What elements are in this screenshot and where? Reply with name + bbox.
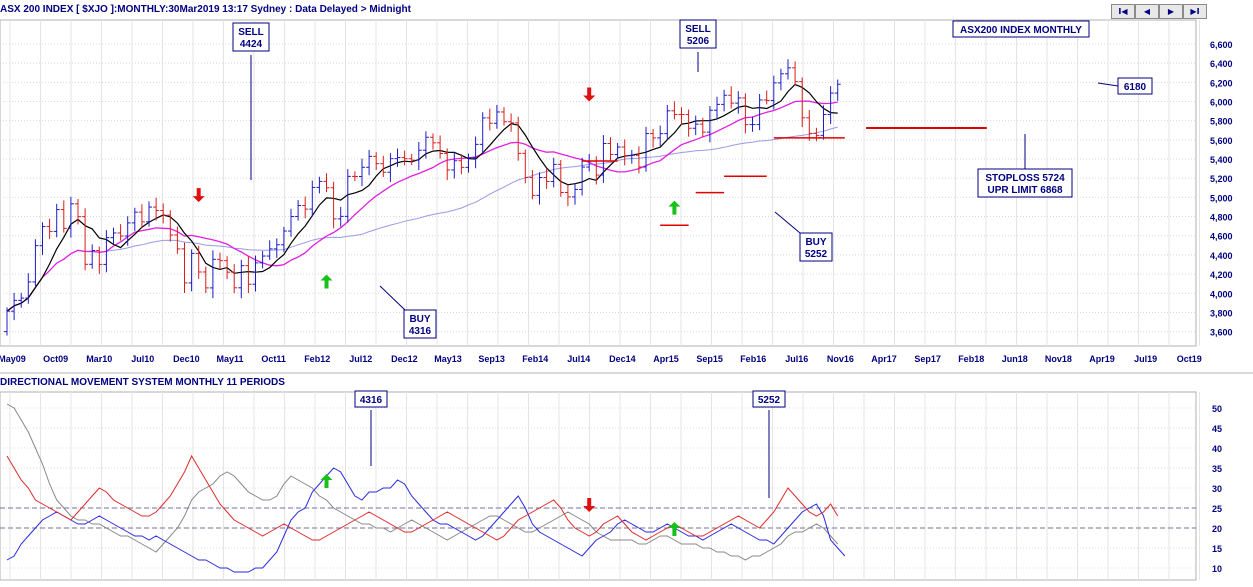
buy-callout-box	[403, 309, 437, 339]
callout-leader	[1097, 82, 1119, 87]
x-tick-label: Oct11	[261, 354, 286, 364]
x-tick-label: Jul16	[785, 354, 808, 364]
callout-leader	[379, 285, 406, 311]
price-y-tick-label: 4,200	[1210, 270, 1233, 280]
buy-callout-text: 5252	[805, 249, 828, 260]
buy-signal-arrow	[668, 522, 681, 536]
last-page-button[interactable]: ▶I	[1183, 4, 1207, 19]
buy-callout-text: 4316	[409, 326, 432, 337]
dmi-y-tick-label: 10	[1212, 564, 1222, 574]
dmi-series-minusdi-line	[6, 454, 839, 541]
price-y-tick-label: 4,600	[1210, 232, 1233, 242]
price-y-tick-label: 4,800	[1210, 213, 1233, 223]
buy-signal-arrow	[320, 474, 333, 488]
stoploss-callout-box	[977, 168, 1073, 198]
stoploss-callout-text: UPR LIMIT 6868	[987, 185, 1062, 196]
dmi-y-tick-label: 25	[1212, 504, 1222, 514]
x-tick-label: Sep13	[478, 354, 505, 364]
x-tick-label: Jul12	[349, 354, 372, 364]
last-price-callout-text: 6180	[1124, 82, 1147, 93]
next-page-button[interactable]: ▶	[1159, 4, 1183, 19]
dmi-y-tick-label: 35	[1212, 464, 1222, 474]
x-tick-label: Dec14	[609, 354, 636, 364]
dmi-y-tick-label: 15	[1212, 544, 1222, 554]
price-y-tick-label: 5,000	[1210, 193, 1233, 203]
dmi-callout-text: 4316	[360, 395, 383, 406]
buy-callout-box	[799, 232, 833, 262]
x-tick-label: Feb16	[740, 354, 766, 364]
dmi-y-tick-label: 30	[1212, 484, 1222, 494]
mid-moving-average-line	[6, 100, 838, 312]
callout-leader	[774, 211, 801, 234]
price-y-tick-label: 5,400	[1210, 155, 1233, 165]
x-tick-label: Feb14	[522, 354, 548, 364]
x-tick-label: Sep17	[914, 354, 941, 364]
x-tick-label: May13	[434, 354, 462, 364]
buy-callout-text: BUY	[805, 237, 826, 248]
first-page-button[interactable]: I◀	[1111, 4, 1135, 19]
dmi-y-tick-label: 40	[1212, 444, 1222, 454]
sell-callout-text: SELL	[685, 24, 711, 35]
dmi-y-tick-label: 50	[1212, 404, 1222, 414]
sell-callout-box	[232, 22, 270, 52]
price-y-tick-label: 6,400	[1210, 59, 1233, 69]
price-y-tick-label: 6,000	[1210, 98, 1233, 108]
long-moving-average-line	[6, 126, 838, 312]
dmi-y-tick-label: 45	[1212, 424, 1222, 434]
last-price-callout-box	[1117, 77, 1153, 95]
x-tick-label: Nov16	[827, 354, 854, 364]
x-tick-label: Apr15	[653, 354, 679, 364]
x-tick-label: Oct19	[1177, 354, 1202, 364]
buy-signal-arrow	[320, 274, 333, 289]
short-moving-average-line	[6, 83, 838, 312]
sell-callout-box	[679, 19, 717, 49]
price-chart-title: ASX200 INDEX MONTHLY	[960, 25, 1082, 36]
dmi-callout-text: 5252	[758, 395, 781, 406]
x-tick-label: Dec12	[391, 354, 418, 364]
sell-callout-text: 4424	[240, 39, 263, 50]
chart-header-title: ASX 200 INDEX [ $XJO ]:MONTHLY:30Mar2019…	[0, 4, 411, 15]
x-tick-label: Sep15	[696, 354, 723, 364]
x-tick-label: Apr17	[871, 354, 897, 364]
x-tick-label: Dec10	[173, 354, 200, 364]
x-tick-label: Jul19	[1134, 354, 1157, 364]
price-y-tick-label: 4,400	[1210, 251, 1233, 261]
buy-signal-arrow	[668, 200, 681, 215]
dmi-callout-box	[354, 390, 388, 408]
price-y-tick-label: 3,800	[1210, 308, 1233, 318]
dmi-chart-title: DIRECTIONAL MOVEMENT SYSTEM MONTHLY 11 P…	[0, 377, 285, 388]
dmi-series-plusminusdi-line	[6, 467, 846, 573]
x-tick-label: Nov18	[1045, 354, 1072, 364]
price-y-tick-label: 6,600	[1210, 40, 1233, 50]
x-tick-label: Mar10	[86, 354, 112, 364]
sell-signal-arrow	[583, 498, 596, 512]
sell-callout-text: SELL	[238, 27, 264, 38]
x-tick-label: Feb12	[304, 354, 330, 364]
price-y-tick-label: 5,800	[1210, 117, 1233, 127]
stoploss-callout-text: STOPLOSS 5724	[985, 173, 1065, 184]
price-y-tick-label: 6,200	[1210, 78, 1233, 88]
price-y-tick-label: 4,000	[1210, 289, 1233, 299]
buy-callout-text: BUY	[409, 314, 430, 325]
x-tick-label: Jul14	[567, 354, 590, 364]
x-tick-label: May11	[216, 354, 243, 364]
dmi-callout-box	[752, 390, 786, 408]
price-y-tick-label: 3,600	[1210, 328, 1233, 338]
x-tick-label: Jul10	[131, 354, 154, 364]
price-y-tick-label: 5,600	[1210, 136, 1233, 146]
x-tick-label: Jun18	[1002, 354, 1028, 364]
sell-callout-text: 5206	[687, 36, 710, 47]
x-tick-label: Feb18	[958, 354, 984, 364]
previous-page-button[interactable]: ◀	[1135, 4, 1159, 19]
x-tick-label: May09	[0, 354, 26, 364]
price-title-box	[952, 20, 1090, 38]
price-y-tick-label: 5,200	[1210, 174, 1233, 184]
dmi-plot-area	[0, 391, 1197, 581]
sell-signal-arrow	[192, 188, 205, 203]
x-tick-label: Apr19	[1089, 354, 1115, 364]
dmi-y-tick-label: 20	[1212, 524, 1222, 534]
x-tick-label: Oct09	[43, 354, 68, 364]
sell-signal-arrow	[583, 87, 596, 102]
